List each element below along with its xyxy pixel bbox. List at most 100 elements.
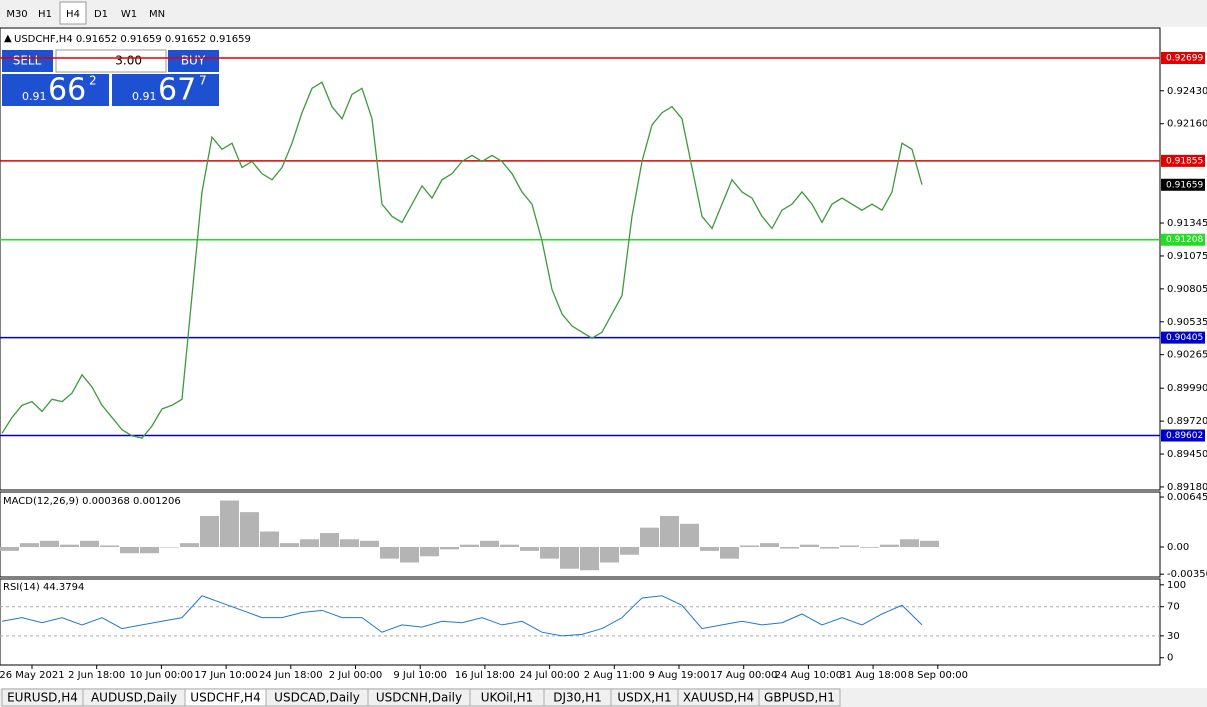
level-label-box bbox=[1161, 51, 1205, 64]
lot-value: 3.00 bbox=[115, 54, 142, 68]
x-tick-label: 9 Jul 10:00 bbox=[393, 670, 447, 681]
tab-label: USDCAD,Daily bbox=[274, 691, 360, 705]
timeframe-button[interactable]: D1 bbox=[94, 9, 108, 20]
macd-bar bbox=[460, 544, 479, 548]
macd-bar bbox=[860, 547, 879, 548]
macd-bar bbox=[280, 543, 299, 548]
price-line bbox=[1, 81, 923, 439]
macd-bar bbox=[200, 516, 219, 548]
level-label: 0.92699 bbox=[1166, 53, 1203, 63]
timeframe-button[interactable]: W1 bbox=[121, 9, 137, 20]
y-tick-label: 30 bbox=[1167, 631, 1180, 642]
y-tick-label: 0.89180 bbox=[1167, 482, 1207, 493]
macd-bar bbox=[620, 547, 639, 555]
macd-bar bbox=[840, 545, 859, 548]
toolbar bbox=[0, 0, 1207, 27]
level-label: 0.89602 bbox=[1166, 431, 1203, 441]
bid-box[interactable] bbox=[2, 74, 109, 106]
macd-bar bbox=[60, 544, 79, 548]
tab-label: USDCNH,Daily bbox=[376, 691, 462, 705]
macd-bar bbox=[400, 547, 419, 563]
current-price: 0.91659 bbox=[1166, 180, 1203, 190]
x-tick-label: 24 Jul 00:00 bbox=[520, 670, 580, 681]
timeframe-button[interactable]: MN bbox=[149, 9, 165, 20]
x-tick-label: 8 Sep 00:00 bbox=[908, 670, 968, 681]
y-tick-label: 70 bbox=[1167, 602, 1180, 613]
x-tick-label: 17 Aug 00:00 bbox=[710, 670, 777, 681]
macd-bar bbox=[180, 543, 199, 548]
current-price-box bbox=[1161, 178, 1205, 191]
symbol-info: USDCHF,H4 0.91652 0.91659 0.91652 0.9165… bbox=[14, 34, 251, 45]
rsi-panel bbox=[0, 578, 1161, 666]
level-label-box bbox=[1161, 154, 1205, 167]
macd-bar bbox=[820, 547, 839, 549]
bid-small: 2 bbox=[89, 74, 97, 88]
y-tick-label: 0.91345 bbox=[1167, 218, 1207, 229]
macd-label: MACD(12,26,9) 0.000368 0.001206 bbox=[3, 496, 181, 507]
macd-bar bbox=[420, 547, 439, 557]
tab-label: DJ30,H1 bbox=[553, 691, 602, 705]
ask-big: 0.91 bbox=[132, 90, 157, 103]
x-tick-label: 24 Aug 10:00 bbox=[775, 670, 842, 681]
macd-bar bbox=[320, 533, 339, 548]
macd-bar bbox=[680, 523, 699, 548]
lot-input[interactable] bbox=[55, 49, 167, 73]
macd-bar bbox=[520, 547, 539, 551]
y-tick-label: 0.90535 bbox=[1167, 317, 1207, 328]
y-tick-label: 0.006451 bbox=[1167, 492, 1207, 503]
buy-label: BUY bbox=[181, 54, 206, 68]
ask-main: 67 bbox=[158, 73, 196, 108]
rsi-line bbox=[1, 595, 923, 637]
y-tick-label: 0.89450 bbox=[1167, 449, 1207, 460]
y-tick-label: 100 bbox=[1167, 580, 1186, 591]
timeframe-button[interactable]: H4 bbox=[66, 9, 80, 20]
y-tick-label: 0.92430 bbox=[1167, 86, 1207, 97]
macd-bar bbox=[700, 547, 719, 551]
macd-bar bbox=[480, 540, 499, 548]
macd-bar bbox=[360, 540, 379, 548]
macd-bar bbox=[540, 547, 559, 559]
timeframe-button[interactable]: H1 bbox=[38, 9, 52, 20]
bid-big: 0.91 bbox=[22, 90, 47, 103]
macd-bar bbox=[740, 545, 759, 548]
tab-label: EURUSD,H4 bbox=[7, 691, 78, 705]
ask-small: 7 bbox=[199, 74, 207, 88]
macd-bar bbox=[800, 544, 819, 548]
macd-bar bbox=[880, 544, 899, 548]
level-label: 0.90405 bbox=[1166, 333, 1203, 343]
level-label-box bbox=[1161, 331, 1205, 344]
macd-bar bbox=[0, 547, 19, 551]
y-tick-label: 0.92160 bbox=[1167, 119, 1207, 130]
buy-button[interactable] bbox=[168, 50, 219, 72]
x-tick-label: 24 Jun 18:00 bbox=[259, 670, 323, 681]
macd-bar bbox=[500, 544, 519, 548]
level-label-box bbox=[1161, 429, 1205, 442]
collapse-icon: ▲ bbox=[4, 33, 12, 44]
macd-bar bbox=[100, 545, 119, 548]
y-tick-label: 0.90265 bbox=[1167, 350, 1207, 361]
x-tick-label: 2 Jul 00:00 bbox=[329, 670, 383, 681]
macd-bar bbox=[920, 540, 939, 548]
bid-main: 66 bbox=[48, 73, 86, 108]
macd-bar bbox=[640, 527, 659, 548]
macd-bar bbox=[580, 547, 599, 571]
macd-bar bbox=[760, 543, 779, 548]
x-tick-label: 9 Aug 19:00 bbox=[648, 670, 709, 681]
rsi-label: RSI(14) 44.3794 bbox=[3, 582, 84, 593]
ask-box[interactable] bbox=[112, 74, 219, 106]
sell-button[interactable] bbox=[2, 50, 53, 72]
trade-panel: SELL 3.00 BUY 0.91 66 2 0.91 67 7 bbox=[2, 49, 219, 108]
macd-bar bbox=[40, 540, 59, 548]
tab[interactable] bbox=[758, 688, 841, 707]
tab-label: AUDUSD,Daily bbox=[91, 691, 177, 705]
level-label-box bbox=[1161, 233, 1205, 246]
y-tick-label: -0.003507 bbox=[1167, 569, 1207, 580]
macd-bar bbox=[140, 547, 159, 554]
y-tick-label: 0.89720 bbox=[1167, 416, 1207, 427]
x-tick-label: 10 Jun 00:00 bbox=[130, 670, 194, 681]
x-tick-label: 2 Aug 11:00 bbox=[584, 670, 645, 681]
timeframe-button[interactable]: M30 bbox=[6, 9, 27, 20]
macd-bar bbox=[20, 543, 39, 548]
